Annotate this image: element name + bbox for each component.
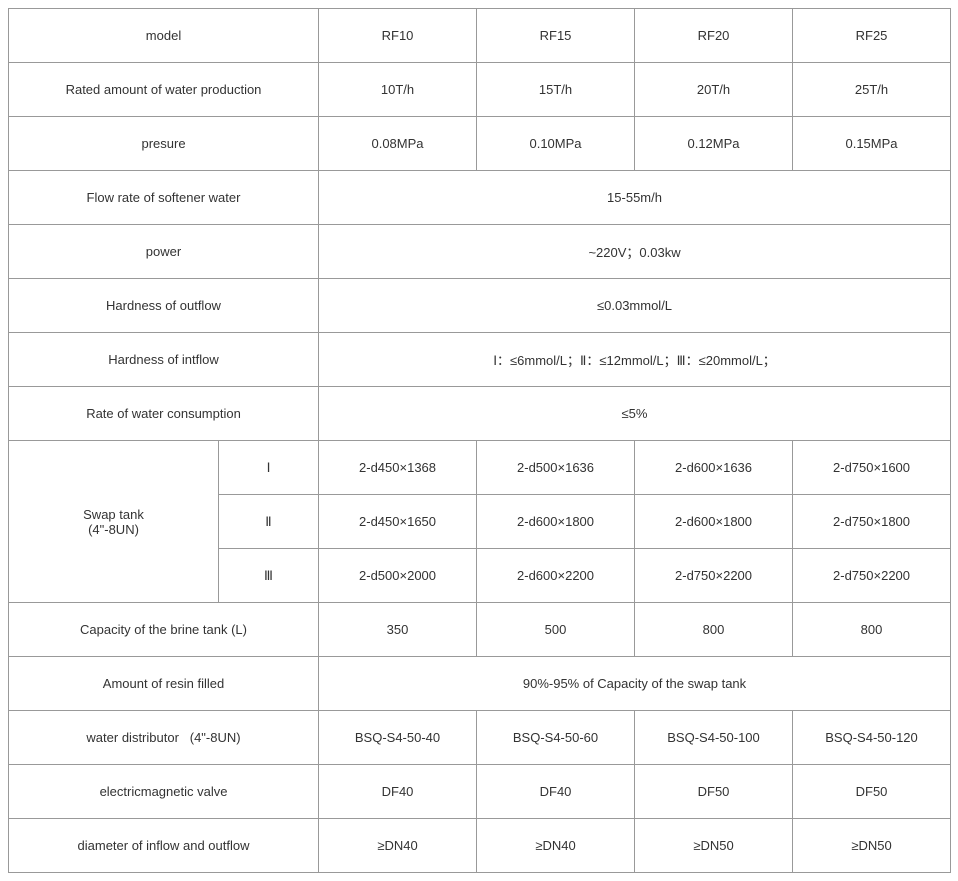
cell: 2-d600×1636 — [635, 441, 793, 495]
swap-subkey: Ⅰ — [219, 441, 319, 495]
cell: 2-d600×1800 — [477, 495, 635, 549]
table-row: diameter of inflow and outflow ≥DN40 ≥DN… — [9, 819, 951, 873]
cell: 2-d750×1800 — [793, 495, 951, 549]
merged-cell: 15-55m/h — [319, 171, 951, 225]
cell: DF40 — [319, 765, 477, 819]
row-label-swap: Swap tank (4"-8UN) — [9, 441, 219, 603]
cell: ≥DN50 — [793, 819, 951, 873]
cell: ≥DN40 — [319, 819, 477, 873]
cell: BSQ-S4-50-120 — [793, 711, 951, 765]
spec-table: model RF10 RF15 RF20 RF25 Rated amount o… — [8, 8, 951, 873]
cell: DF40 — [477, 765, 635, 819]
cell: 2-d450×1650 — [319, 495, 477, 549]
row-label: presure — [9, 117, 319, 171]
table-row: electricmagnetic valve DF40 DF40 DF50 DF… — [9, 765, 951, 819]
table-row: water distributor (4"-8UN) BSQ-S4-50-40 … — [9, 711, 951, 765]
cell: DF50 — [793, 765, 951, 819]
table-row: Swap tank (4"-8UN) Ⅰ 2-d450×1368 2-d500×… — [9, 441, 951, 495]
cell: 0.12MPa — [635, 117, 793, 171]
cell: 2-d750×1600 — [793, 441, 951, 495]
cell: RF25 — [793, 9, 951, 63]
table-row: Flow rate of softener water 15-55m/h — [9, 171, 951, 225]
cell: 2-d600×2200 — [477, 549, 635, 603]
cell: RF15 — [477, 9, 635, 63]
row-label: water distributor (4"-8UN) — [9, 711, 319, 765]
table-row: Capacity of the brine tank (L) 350 500 8… — [9, 603, 951, 657]
merged-cell: ~220V；0.03kw — [319, 225, 951, 279]
cell: 2-d500×2000 — [319, 549, 477, 603]
cell: RF10 — [319, 9, 477, 63]
row-label: model — [9, 9, 319, 63]
cell: 25T/h — [793, 63, 951, 117]
cell: 0.10MPa — [477, 117, 635, 171]
cell: 350 — [319, 603, 477, 657]
table-row: Hardness of intflow Ⅰ：≤6mmol/L；Ⅱ：≤12mmol… — [9, 333, 951, 387]
table-row: Hardness of outflow ≤0.03mmol/L — [9, 279, 951, 333]
cell: ≥DN50 — [635, 819, 793, 873]
row-label: Rated amount of water production — [9, 63, 319, 117]
cell: 2-d450×1368 — [319, 441, 477, 495]
merged-cell: Ⅰ：≤6mmol/L；Ⅱ：≤12mmol/L；Ⅲ：≤20mmol/L； — [319, 333, 951, 387]
cell: RF20 — [635, 9, 793, 63]
merged-cell: ≤0.03mmol/L — [319, 279, 951, 333]
cell: 2-d600×1800 — [635, 495, 793, 549]
cell: 0.08MPa — [319, 117, 477, 171]
merged-cell: ≤5% — [319, 387, 951, 441]
cell: 20T/h — [635, 63, 793, 117]
swap-subkey: Ⅱ — [219, 495, 319, 549]
row-label: Capacity of the brine tank (L) — [9, 603, 319, 657]
cell: DF50 — [635, 765, 793, 819]
table-row: presure 0.08MPa 0.10MPa 0.12MPa 0.15MPa — [9, 117, 951, 171]
cell: BSQ-S4-50-100 — [635, 711, 793, 765]
cell: 2-d500×1636 — [477, 441, 635, 495]
cell: 0.15MPa — [793, 117, 951, 171]
table-row: Rated amount of water production 10T/h 1… — [9, 63, 951, 117]
swap-subkey: Ⅲ — [219, 549, 319, 603]
cell: BSQ-S4-50-60 — [477, 711, 635, 765]
cell: 10T/h — [319, 63, 477, 117]
table-row: Rate of water consumption ≤5% — [9, 387, 951, 441]
cell: ≥DN40 — [477, 819, 635, 873]
row-label: Hardness of outflow — [9, 279, 319, 333]
cell: BSQ-S4-50-40 — [319, 711, 477, 765]
table-row: model RF10 RF15 RF20 RF25 — [9, 9, 951, 63]
cell: 800 — [635, 603, 793, 657]
table-row: power ~220V；0.03kw — [9, 225, 951, 279]
row-label: electricmagnetic valve — [9, 765, 319, 819]
cell: 2-d750×2200 — [635, 549, 793, 603]
merged-cell: 90%-95% of Capacity of the swap tank — [319, 657, 951, 711]
table-row: Amount of resin filled 90%-95% of Capaci… — [9, 657, 951, 711]
row-label: Flow rate of softener water — [9, 171, 319, 225]
cell: 800 — [793, 603, 951, 657]
row-label: Rate of water consumption — [9, 387, 319, 441]
cell: 2-d750×2200 — [793, 549, 951, 603]
row-label: diameter of inflow and outflow — [9, 819, 319, 873]
row-label: Amount of resin filled — [9, 657, 319, 711]
cell: 15T/h — [477, 63, 635, 117]
row-label: Hardness of intflow — [9, 333, 319, 387]
cell: 500 — [477, 603, 635, 657]
row-label: power — [9, 225, 319, 279]
